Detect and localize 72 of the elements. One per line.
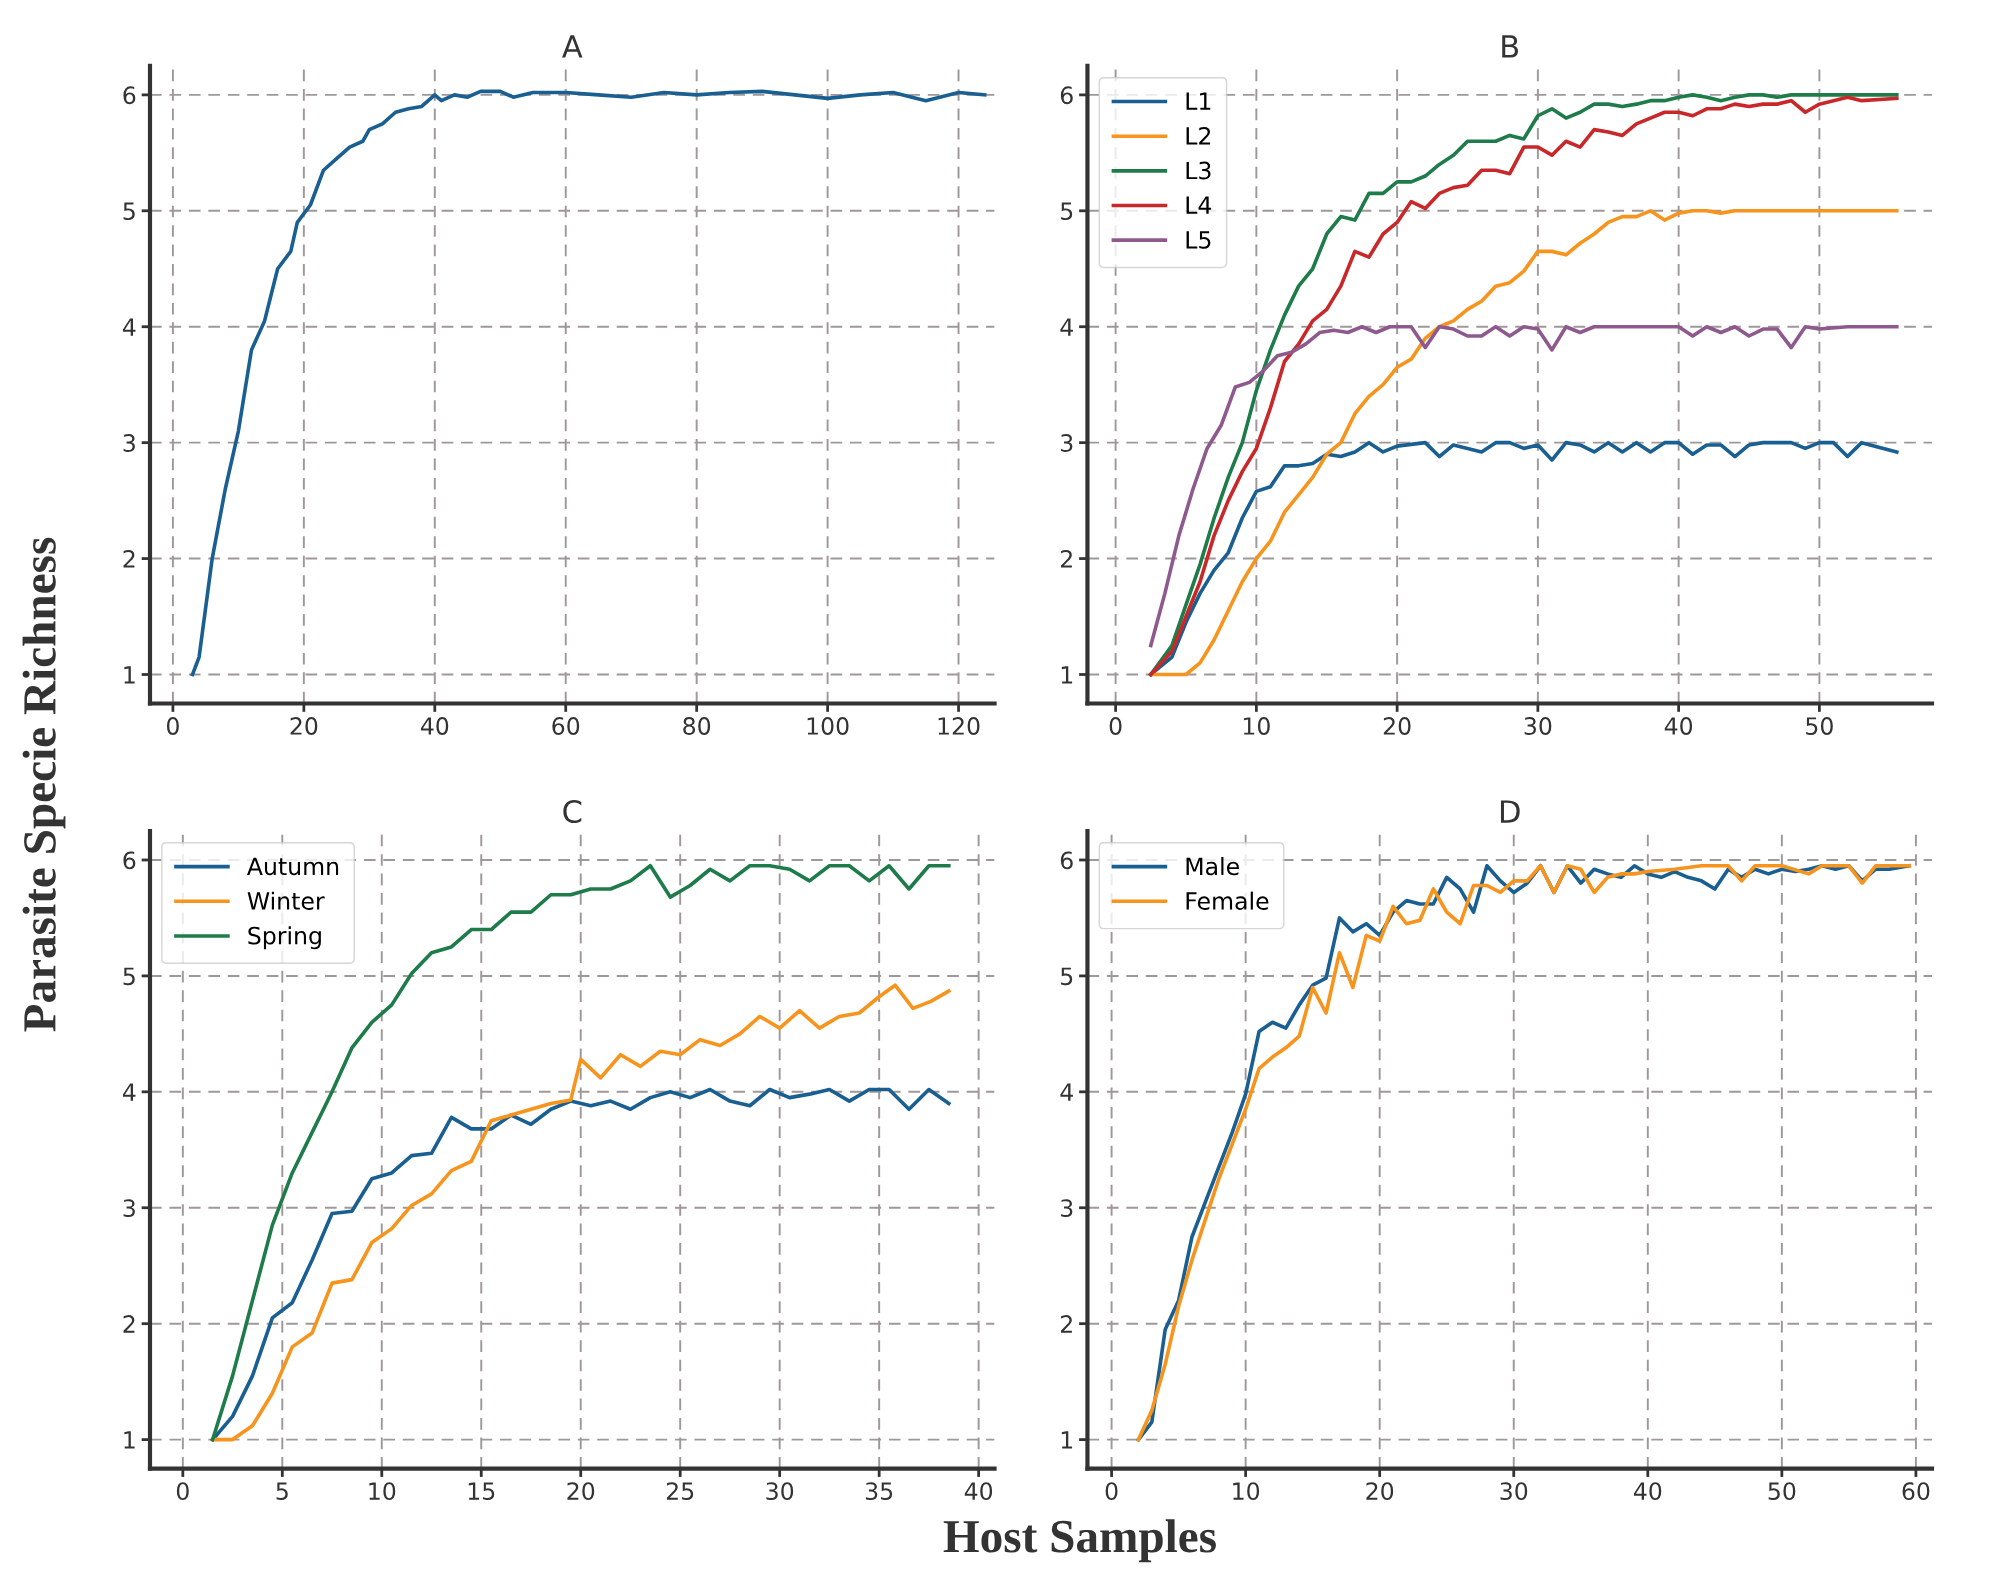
legend-label: Spring: [248, 926, 321, 950]
y-tick-label: 2: [123, 1315, 135, 1333]
x-tick-label: 120: [938, 717, 980, 735]
y-tick-label: 4: [1060, 1083, 1073, 1101]
x-tick-label: 40: [420, 717, 449, 735]
x-tick-label: 40: [1633, 1482, 1662, 1501]
y-tick-label: 1: [1061, 1431, 1073, 1449]
y-tick-label: 5: [1061, 967, 1073, 986]
y-tick-label: 5: [123, 967, 135, 986]
x-tick-label: 25: [666, 1482, 694, 1501]
x-tick-label: 40: [1664, 717, 1693, 735]
x-tick-label: 10: [1243, 717, 1270, 735]
x-tick-label: 20: [1366, 1482, 1394, 1501]
legend-label: L1: [1186, 92, 1211, 110]
legend-label: Female: [1186, 891, 1269, 910]
x-tick-label: 10: [1233, 1482, 1260, 1501]
x-tick-label: 80: [683, 717, 711, 735]
y-tick-label: 6: [1060, 851, 1073, 870]
x-tick-label: 0: [1105, 1482, 1118, 1501]
y-tick-label: 4: [1060, 318, 1073, 336]
x-tick-label: 30: [766, 1482, 794, 1501]
y-tick-label: 6: [123, 851, 136, 870]
legend-label: L3: [1186, 161, 1211, 180]
x-tick-label: 60: [552, 717, 580, 735]
x-tick-label: 35: [865, 1482, 893, 1501]
legend-label: L4: [1186, 196, 1212, 214]
x-tick-label: 15: [468, 1482, 495, 1501]
x-tick-label: 0: [176, 1482, 189, 1501]
x-tick-label: 20: [1383, 717, 1411, 735]
chart-title: B: [1502, 35, 1519, 58]
y-tick-label: 3: [123, 1199, 135, 1218]
y-tick-label: 2: [1060, 1315, 1072, 1333]
y-tick-label: 4: [122, 1083, 136, 1101]
x-tick-label: 0: [166, 717, 179, 735]
x-tick-label: 20: [567, 1482, 595, 1501]
legend-label: Autumn: [246, 857, 339, 876]
x-tick-label: 30: [1524, 717, 1552, 735]
legend-label: Winter: [247, 891, 325, 910]
y-axis-title: Parasite Specie Richness: [22, 537, 66, 1032]
y-tick-label: 5: [1061, 202, 1073, 221]
x-tick-label: 40: [964, 1482, 993, 1501]
y-tick-label: 1: [124, 1431, 135, 1449]
line-series: [210, 1087, 951, 1442]
chart-title: D: [1500, 800, 1520, 823]
x-tick-label: 100: [807, 717, 849, 735]
y-tick-label: 6: [1060, 86, 1073, 105]
y-tick-label: 3: [1061, 1199, 1073, 1218]
y-tick-label: 3: [123, 434, 135, 452]
line-series: [190, 89, 987, 677]
line-series: [1148, 324, 1899, 648]
x-tick-label: 10: [369, 1482, 396, 1501]
legend-label: L2: [1186, 126, 1211, 145]
y-tick-label: 6: [123, 86, 136, 105]
y-tick-label: 4: [122, 318, 136, 336]
x-axis-title: Host Samples: [943, 1519, 1216, 1563]
y-tick-label: 2: [1060, 550, 1072, 568]
y-tick-label: 2: [123, 550, 135, 568]
x-tick-label: 50: [1768, 1482, 1796, 1501]
legend-label: Male: [1186, 856, 1239, 876]
y-tick-label: 3: [1061, 434, 1073, 452]
x-tick-label: 5: [276, 1482, 288, 1501]
x-tick-label: 20: [290, 717, 318, 735]
y-tick-label: 5: [123, 202, 135, 221]
x-tick-label: 0: [1109, 717, 1122, 735]
x-tick-label: 30: [1500, 1482, 1528, 1501]
y-tick-label: 1: [1061, 666, 1073, 684]
chart-title: C: [563, 799, 582, 824]
x-tick-label: 50: [1806, 717, 1833, 735]
legend-label: L5: [1186, 231, 1211, 249]
y-tick-label: 1: [124, 666, 135, 684]
chart-title: A: [562, 35, 583, 58]
x-tick-label: 60: [1902, 1482, 1930, 1501]
